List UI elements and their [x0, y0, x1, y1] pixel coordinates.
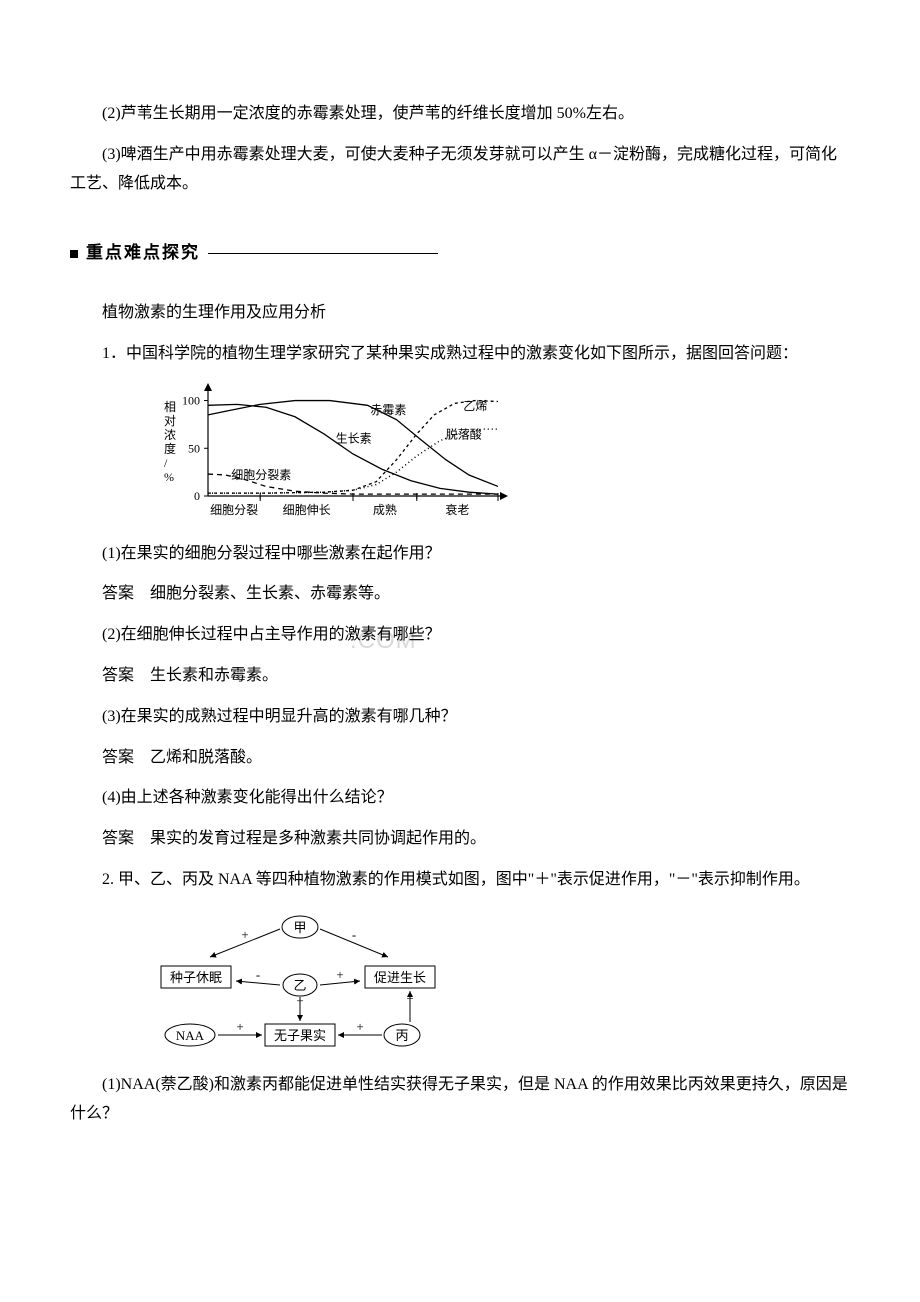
svg-text:种子休眠: 种子休眠: [170, 970, 222, 985]
svg-text:成熟: 成熟: [373, 502, 397, 517]
svg-text:+: +: [241, 927, 248, 942]
svg-text:脱落酸: 脱落酸: [446, 426, 482, 441]
page-root: (2)芦苇生长期用一定浓度的赤霉素处理，使芦苇的纤维长度增加 50%左右。 (3…: [0, 0, 920, 1302]
paragraph: 1．中国科学院的植物生理学家研究了某种果实成熟过程中的激素变化如下图所示，据图回…: [70, 340, 850, 369]
svg-text:浓: 浓: [164, 428, 176, 442]
answer: 答案 生长素和赤霉素。: [70, 662, 850, 691]
divider-line: [208, 253, 438, 254]
svg-text:赤霉素: 赤霉素: [370, 402, 406, 416]
svg-text:乙: 乙: [293, 978, 306, 993]
paragraph: 植物激素的生理作用及应用分析: [70, 299, 850, 328]
answer: 答案 细胞分裂素、生长素、赤霉素等。: [70, 580, 850, 609]
svg-text:细胞分裂素: 细胞分裂素: [231, 467, 291, 481]
question: (3)在果实的成熟过程中明显升高的激素有哪几种？: [70, 703, 850, 732]
svg-text:相: 相: [164, 400, 176, 414]
svg-text:细胞分裂: 细胞分裂: [210, 503, 258, 517]
svg-text:丙: 丙: [395, 1028, 408, 1043]
paragraph: (1)NAA(萘乙酸)和激素丙都能促进单性结实获得无子果实，但是 NAA 的作用…: [70, 1071, 850, 1129]
paragraph: (2)芦苇生长期用一定浓度的赤霉素处理，使芦苇的纤维长度增加 50%左右。: [70, 100, 850, 129]
svg-text:-: -: [352, 927, 356, 942]
svg-text:无子果实: 无子果实: [274, 1028, 326, 1043]
svg-text:50: 50: [188, 441, 200, 455]
section-heading-label: 重点难点探究: [86, 238, 200, 269]
svg-text:0: 0: [194, 489, 200, 503]
svg-text:100: 100: [182, 393, 200, 407]
svg-text:甲: 甲: [293, 920, 306, 935]
svg-text:度: 度: [164, 441, 176, 456]
answer: 答案 乙烯和脱落酸。: [70, 744, 850, 773]
network-diagram: +--+++++甲乙丙NAA种子休眠促进生长无子果实: [150, 907, 450, 1057]
line-chart: 0 50 100 相对浓度/% 细胞分裂 细胞伸长 成熟 衰老 赤霉素生长素细胞分裂素 乙烯脱落酸: [150, 381, 510, 526]
svg-text:细胞伸长: 细胞伸长: [283, 503, 331, 517]
chart-figure-1: 0 50 100 相对浓度/% 细胞分裂 细胞伸长 成熟 衰老 赤霉素生长素细胞分裂素 乙烯脱落酸: [150, 381, 850, 526]
paragraph: (3)啤酒生产中用赤霉素处理大麦，可使大麦种子无须发芽就可以产生 α－淀粉酶，完…: [70, 141, 850, 199]
svg-text:%: %: [164, 470, 174, 484]
diagram-figure-2: +--+++++甲乙丙NAA种子休眠促进生长无子果实: [150, 907, 850, 1057]
answer: 答案 果实的发育过程是多种激素共同协调起作用的。: [70, 825, 850, 854]
section-heading: 重点难点探究: [70, 238, 850, 269]
paragraph: 2. 甲、乙、丙及 NAA 等四种植物激素的作用模式如图，图中"＋"表示促进作用…: [70, 866, 850, 895]
svg-text:-: -: [256, 967, 260, 982]
svg-text:促进生长: 促进生长: [374, 970, 426, 985]
question: (4)由上述各种激素变化能得出什么结论？: [70, 784, 850, 813]
svg-text:+: +: [236, 1019, 243, 1034]
svg-text:+: +: [356, 1019, 363, 1034]
question: (1)在果实的细胞分裂过程中哪些激素在起作用？: [70, 540, 850, 569]
svg-text:NAA: NAA: [176, 1028, 205, 1043]
svg-text:+: +: [406, 990, 413, 1005]
svg-text:对: 对: [164, 414, 176, 428]
svg-text:/: /: [164, 456, 168, 470]
svg-text:生长素: 生长素: [336, 431, 372, 445]
svg-text:乙烯: 乙烯: [463, 399, 487, 413]
square-bullet-icon: [70, 250, 78, 258]
question: (2)在细胞伸长过程中占主导作用的激素有哪些？: [70, 621, 850, 650]
svg-text:+: +: [336, 967, 343, 982]
svg-text:衰老: 衰老: [445, 502, 469, 517]
